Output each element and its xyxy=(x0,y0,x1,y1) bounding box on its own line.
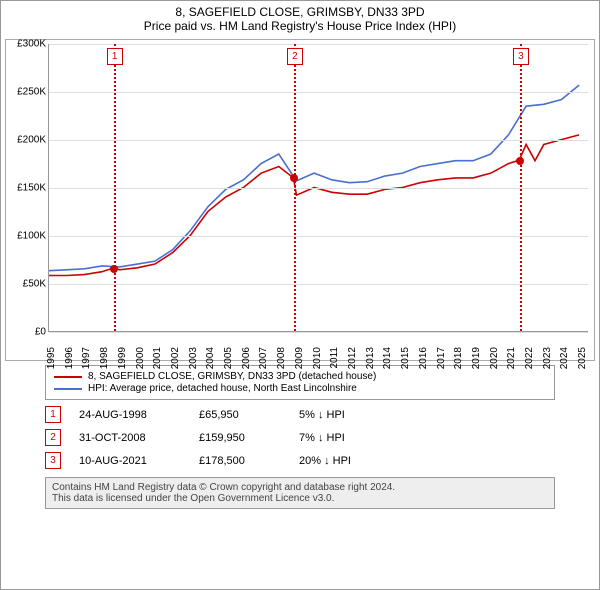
event-price: £159,950 xyxy=(199,432,299,444)
event-row: 1 24-AUG-1998£65,9505% ↓ HPI xyxy=(45,406,555,423)
y-tick-label: £50K xyxy=(6,279,46,290)
event-marker: 1 xyxy=(45,406,61,423)
footer-line: This data is licensed under the Open Gov… xyxy=(52,493,548,504)
x-tick-label: 1998 xyxy=(99,347,110,369)
series-line xyxy=(49,135,579,276)
legend-label: 8, SAGEFIELD CLOSE, GRIMSBY, DN33 3PD (d… xyxy=(88,371,376,382)
event-price: £178,500 xyxy=(199,455,299,467)
event-price: £65,950 xyxy=(199,409,299,421)
x-tick-label: 2024 xyxy=(559,347,570,369)
chart-title-2: Price paid vs. HM Land Registry's House … xyxy=(5,19,595,33)
x-tick-label: 1997 xyxy=(81,347,92,369)
x-tick-label: 2020 xyxy=(489,347,500,369)
event-delta: 20% ↓ HPI xyxy=(299,455,419,467)
x-tick-label: 1995 xyxy=(46,347,57,369)
x-tick-label: 2023 xyxy=(542,347,553,369)
x-tick-label: 2007 xyxy=(258,347,269,369)
x-tick-label: 2005 xyxy=(223,347,234,369)
y-tick-label: £200K xyxy=(6,135,46,146)
event-marker: 3 xyxy=(45,452,61,469)
event-dot xyxy=(516,157,524,165)
legend-item-property: 8, SAGEFIELD CLOSE, GRIMSBY, DN33 3PD (d… xyxy=(54,371,546,382)
x-tick-label: 2019 xyxy=(471,347,482,369)
plot-area: 1 2 3 xyxy=(48,44,588,332)
x-tick-label: 2010 xyxy=(312,347,323,369)
x-tick-label: 2002 xyxy=(170,347,181,369)
chart-box: £0£50K£100K£150K£200K£250K£300K 123 1995… xyxy=(5,39,595,361)
x-tick-label: 2001 xyxy=(152,347,163,369)
event-guide-line xyxy=(114,44,116,331)
event-marker: 2 xyxy=(287,48,303,65)
x-tick-label: 2011 xyxy=(329,347,340,369)
footer-line: Contains HM Land Registry data © Crown c… xyxy=(52,482,548,493)
event-marker: 3 xyxy=(513,48,529,65)
y-tick-label: £300K xyxy=(6,39,46,50)
x-tick-label: 1999 xyxy=(117,347,128,369)
x-tick-label: 2006 xyxy=(241,347,252,369)
x-tick-label: 2018 xyxy=(453,347,464,369)
x-tick-label: 2004 xyxy=(205,347,216,369)
x-tick-label: 2013 xyxy=(365,347,376,369)
event-dot xyxy=(110,265,118,273)
legend-item-hpi: HPI: Average price, detached house, Nort… xyxy=(54,383,546,394)
x-tick-label: 2025 xyxy=(577,347,588,369)
footer: Contains HM Land Registry data © Crown c… xyxy=(45,477,555,509)
series-line xyxy=(49,85,579,271)
x-tick-label: 2012 xyxy=(347,347,358,369)
chart-title-1: 8, SAGEFIELD CLOSE, GRIMSBY, DN33 3PD xyxy=(5,5,595,19)
event-date: 10-AUG-2021 xyxy=(79,455,199,467)
event-delta: 5% ↓ HPI xyxy=(299,409,419,421)
x-tick-label: 2021 xyxy=(506,347,517,369)
event-row: 2 31-OCT-2008£159,9507% ↓ HPI xyxy=(45,429,555,446)
y-tick-label: £150K xyxy=(6,183,46,194)
event-guide-line xyxy=(294,44,296,331)
x-tick-label: 2003 xyxy=(188,347,199,369)
event-table: 1 24-AUG-1998£65,9505% ↓ HPI 2 31-OCT-2008£… xyxy=(45,406,555,469)
event-row: 3 10-AUG-2021£178,50020% ↓ HPI xyxy=(45,452,555,469)
legend-label: HPI: Average price, detached house, Nort… xyxy=(88,383,357,394)
y-tick-label: £250K xyxy=(6,87,46,98)
y-tick-label: £0 xyxy=(6,327,46,338)
x-tick-label: 2016 xyxy=(418,347,429,369)
event-guide-line xyxy=(520,44,522,331)
event-marker: 2 xyxy=(45,429,61,446)
x-tick-label: 2014 xyxy=(382,347,393,369)
x-tick-label: 2015 xyxy=(400,347,411,369)
event-dot xyxy=(290,174,298,182)
x-tick-label: 2008 xyxy=(276,347,287,369)
x-tick-label: 2017 xyxy=(436,347,447,369)
event-delta: 7% ↓ HPI xyxy=(299,432,419,444)
legend-swatch xyxy=(54,388,82,390)
x-tick-label: 1996 xyxy=(64,347,75,369)
x-tick-label: 2009 xyxy=(294,347,305,369)
legend-swatch xyxy=(54,376,82,378)
chart-container: { "title_line1":"8, SAGEFIELD CLOSE, GRI… xyxy=(0,0,600,590)
event-marker: 1 xyxy=(107,48,123,65)
legend: 8, SAGEFIELD CLOSE, GRIMSBY, DN33 3PD (d… xyxy=(45,365,555,400)
y-tick-label: £100K xyxy=(6,231,46,242)
event-date: 24-AUG-1998 xyxy=(79,409,199,421)
x-tick-label: 2000 xyxy=(135,347,146,369)
event-date: 31-OCT-2008 xyxy=(79,432,199,444)
x-tick-label: 2022 xyxy=(524,347,535,369)
